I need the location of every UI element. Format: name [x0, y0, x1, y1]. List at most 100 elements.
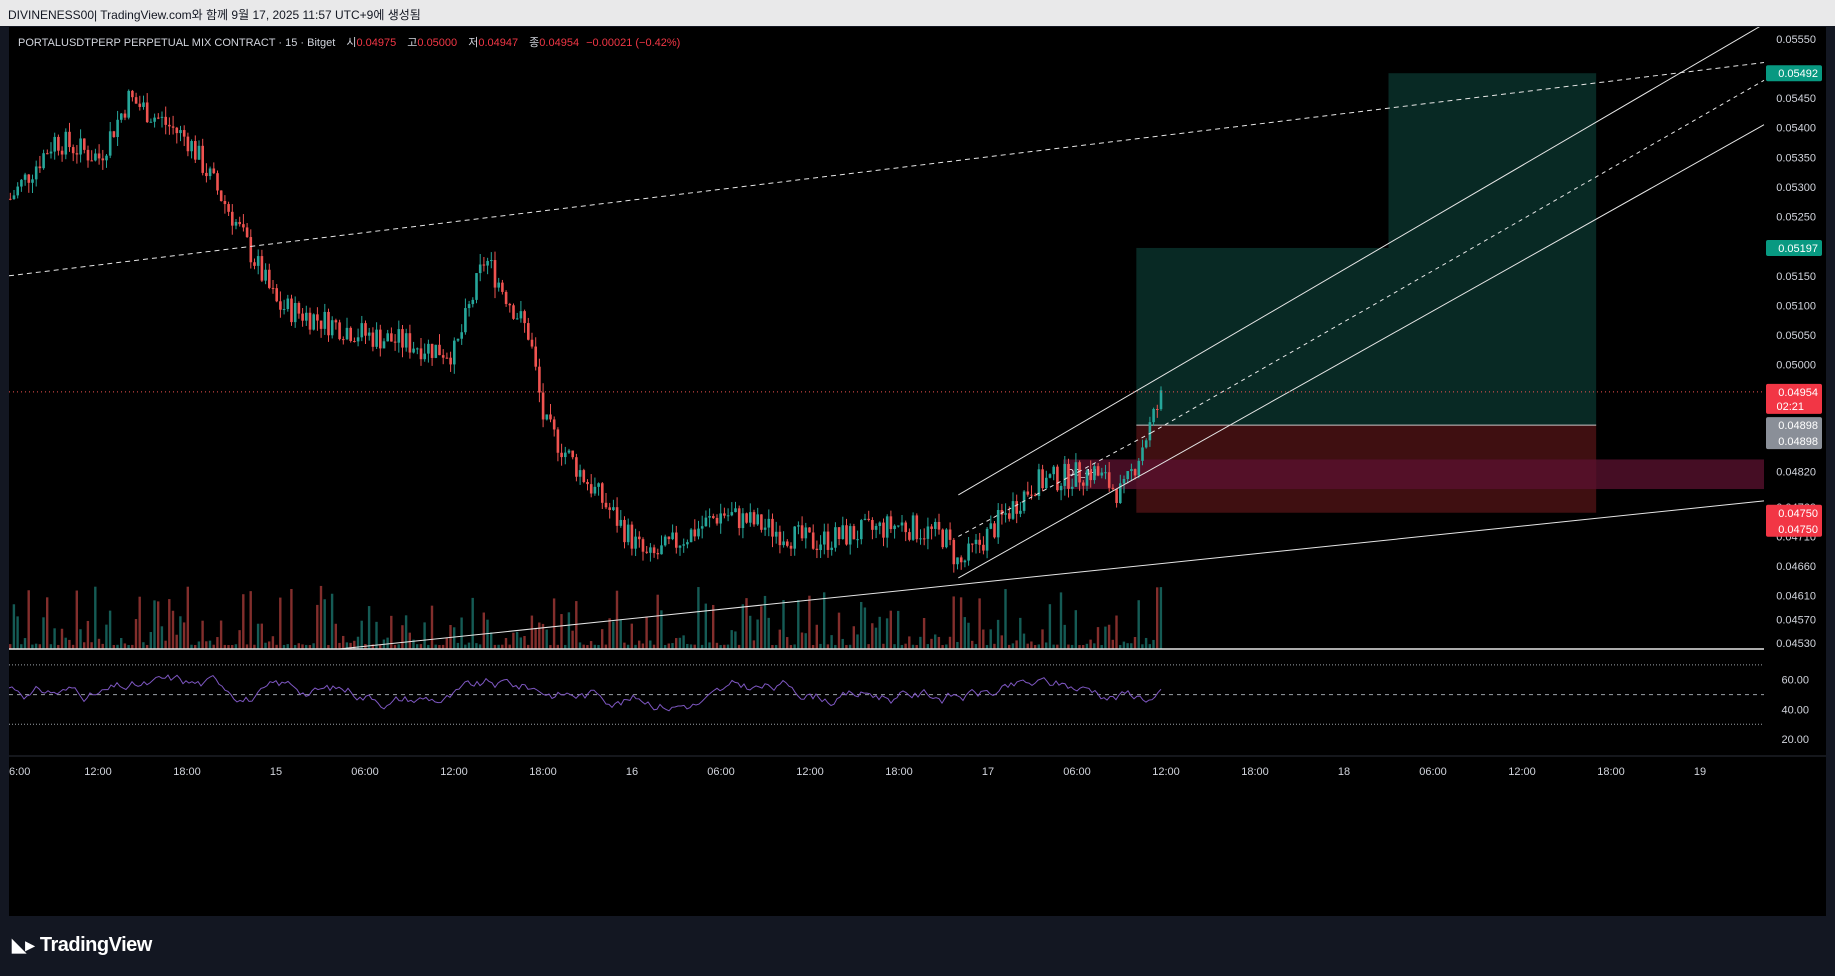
volume-bar: [16, 616, 19, 649]
candle-body: [75, 153, 79, 155]
volume-bar: [164, 640, 167, 649]
volume-bar: [634, 644, 637, 649]
candle-body: [493, 260, 497, 288]
time-tick-label: 19: [1694, 766, 1706, 778]
volume-bar: [149, 632, 152, 649]
candle-body: [1059, 485, 1063, 491]
volume-bar: [486, 619, 489, 649]
candle-body: [338, 322, 341, 340]
candle-body: [31, 179, 34, 183]
volume-bar: [889, 610, 892, 649]
candle-body: [301, 313, 304, 321]
candle-body: [934, 521, 937, 529]
volume-bar: [86, 620, 90, 649]
volume-bar: [1141, 644, 1144, 649]
price-tick-label: 0.05300: [1776, 182, 1816, 194]
volume-bar: [142, 642, 145, 649]
volume-bar: [349, 642, 352, 649]
volume-bar: [919, 636, 922, 649]
candle-body: [249, 237, 253, 263]
candle-body: [430, 343, 434, 358]
candle-body: [678, 545, 682, 548]
volume-bar: [974, 644, 978, 649]
volume-bar: [1008, 644, 1011, 649]
volume-bar: [737, 644, 741, 649]
chart-svg[interactable]: OB_4H 0.05550 0.05450 0.05400 0.05350 0.05300…: [9, 27, 1826, 916]
low-value: 0.04947: [478, 37, 519, 49]
candle-body: [120, 113, 123, 120]
candle-body: [737, 508, 741, 529]
volume-bar: [1063, 624, 1066, 649]
volume-bar: [208, 640, 212, 649]
volume-bar: [911, 644, 915, 649]
chart-area[interactable]: OB_4H 0.05550 0.05450 0.05400 0.05350 0.05300…: [9, 27, 1826, 916]
candle-body: [527, 323, 530, 340]
volume-bar: [386, 637, 389, 649]
candle-body: [552, 419, 556, 430]
volume-bar: [1133, 636, 1137, 649]
candle-body: [275, 288, 278, 302]
candle-body: [1130, 469, 1133, 472]
volume-bar: [789, 644, 793, 649]
volume-bar: [1156, 587, 1159, 649]
volume-bar: [379, 644, 382, 649]
volume-bar: [427, 644, 430, 649]
brand-name: TradingView: [39, 934, 152, 956]
volume-bar: [316, 604, 319, 649]
entry-badge: 0.04898: [1778, 420, 1818, 432]
volume-bar: [734, 631, 737, 649]
volume-bar: [1093, 643, 1096, 649]
candle-body: [597, 483, 600, 487]
candle-body: [971, 543, 974, 545]
candle-body: [993, 523, 996, 538]
candle-body: [434, 344, 438, 358]
time-tick-label: 18:00: [1597, 766, 1625, 778]
volume-bar: [1137, 600, 1140, 649]
volume-bar: [157, 601, 160, 649]
candle-body: [1104, 472, 1107, 474]
candle-body: [216, 173, 219, 191]
candle-body: [671, 532, 674, 540]
candle-body: [438, 344, 441, 356]
candle-body: [127, 90, 130, 118]
candle-body: [630, 524, 634, 549]
volume-bar: [848, 644, 852, 649]
candle-body: [330, 320, 334, 336]
candle-body: [667, 536, 671, 540]
candle-body: [723, 513, 726, 516]
volume-bar: [190, 644, 193, 649]
candle-body: [312, 314, 315, 330]
volume-bar: [630, 623, 633, 649]
volume-bar: [31, 644, 34, 649]
candle-body: [208, 168, 212, 177]
tradingview-logo[interactable]: ◣▸ TradingView: [12, 934, 152, 957]
candle-body: [823, 531, 826, 545]
candle-body: [1119, 483, 1122, 503]
price-tick-label: 0.05250: [1776, 212, 1816, 224]
candle-body: [1100, 472, 1104, 476]
target1-badge-bg: [1766, 239, 1822, 256]
candle-body: [608, 507, 611, 510]
volume-bar: [741, 604, 744, 649]
volume-bar: [108, 610, 112, 649]
volume-bar: [756, 619, 759, 649]
candle-body: [238, 221, 241, 225]
price-tick-label: 0.05400: [1776, 123, 1816, 135]
volume-bar: [700, 644, 704, 649]
candle-body: [638, 536, 641, 540]
candle-body: [445, 357, 449, 359]
time-tick-label: 17: [982, 766, 994, 778]
candle-body: [615, 507, 619, 526]
price-tick-label: 0.05150: [1776, 271, 1816, 283]
volume-bar: [419, 644, 423, 649]
candle-body: [922, 538, 926, 540]
candle-body: [819, 544, 822, 551]
volume-bar: [804, 633, 807, 649]
time-tick-label: 18:00: [529, 766, 557, 778]
stop-badge-bg: [1766, 504, 1822, 537]
candle-body: [1111, 487, 1115, 490]
volume-bar: [530, 615, 534, 649]
volume-bar: [182, 622, 186, 649]
candle-body: [915, 515, 919, 540]
candle-body: [941, 529, 944, 548]
